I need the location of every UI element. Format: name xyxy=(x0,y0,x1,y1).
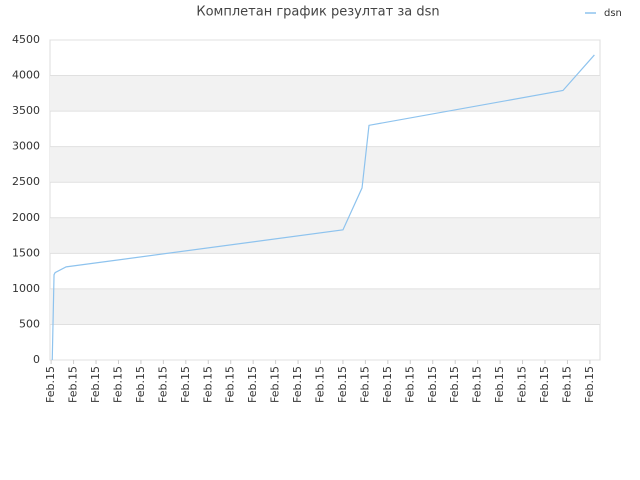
x-tick-label: Feb.15 xyxy=(381,366,394,403)
data-line xyxy=(51,54,595,361)
x-tick-label: Feb.15 xyxy=(111,366,124,403)
x-tick-label: Feb.15 xyxy=(269,366,282,403)
y-tick-label: 500 xyxy=(19,317,40,330)
x-tick-label: Feb.15 xyxy=(358,366,371,403)
band xyxy=(50,288,600,325)
y-tick-label: 2500 xyxy=(12,175,40,188)
y-tick-label: 4500 xyxy=(12,33,40,46)
x-tick-label: Feb.15 xyxy=(44,366,57,403)
y-tick-label: 2000 xyxy=(12,211,40,224)
legend-label: dsn xyxy=(604,8,622,19)
x-tick-label: Feb.15 xyxy=(291,366,304,403)
x-tick-label: Feb.15 xyxy=(493,366,506,403)
x-tick-label: Feb.15 xyxy=(201,366,214,403)
x-tick-label: Feb.15 xyxy=(156,366,169,403)
band xyxy=(50,75,600,112)
y-tick-label: 0 xyxy=(33,353,40,366)
x-tick-label: Feb.15 xyxy=(67,366,80,403)
x-tick-label: Feb.15 xyxy=(314,366,327,403)
x-tick-label: Feb.15 xyxy=(403,366,416,403)
x-tick-label: Feb.15 xyxy=(471,366,484,403)
x-tick-label: Feb.15 xyxy=(560,366,573,403)
y-tick-label: 1500 xyxy=(12,246,40,259)
x-tick-label: Feb.15 xyxy=(516,366,529,403)
x-tick-label: Feb.15 xyxy=(336,366,349,403)
y-tick-label: 3500 xyxy=(12,104,40,117)
y-tick-label: 3000 xyxy=(12,140,40,153)
x-tick-label: Feb.15 xyxy=(448,366,461,403)
x-tick-label: Feb.15 xyxy=(134,366,147,403)
x-tick-label: Feb.15 xyxy=(583,366,596,403)
x-tick-label: Feb.15 xyxy=(179,366,192,403)
x-tick-label: Feb.15 xyxy=(538,366,551,403)
y-tick-label: 1000 xyxy=(12,282,40,295)
x-tick-label: Feb.15 xyxy=(426,366,439,403)
x-tick-label: Feb.15 xyxy=(89,366,102,403)
band xyxy=(50,217,600,254)
band xyxy=(50,146,600,183)
y-tick-label: 4000 xyxy=(12,69,40,82)
x-tick-label: Feb.15 xyxy=(224,366,237,403)
x-tick-label: Feb.15 xyxy=(246,366,259,403)
chart-title: Комплетан график резултат за dsn xyxy=(196,5,439,20)
